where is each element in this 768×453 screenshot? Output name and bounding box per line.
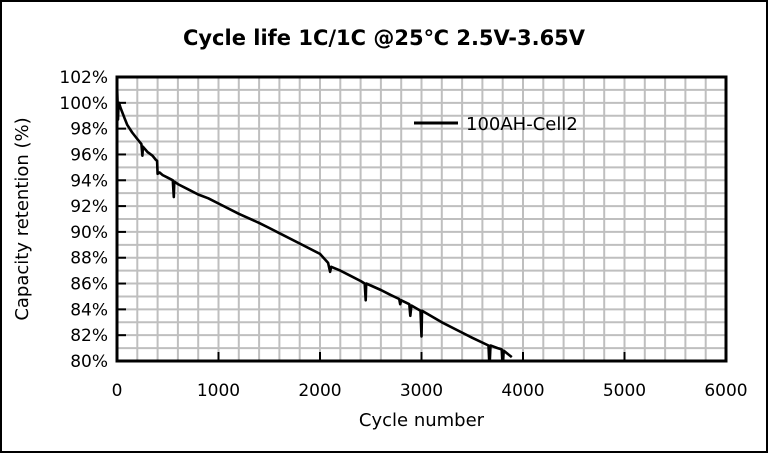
y-tick-label: 82% xyxy=(70,326,108,346)
y-tick-label: 88% xyxy=(70,249,108,269)
y-axis-label: Capacity retention (%) xyxy=(12,117,33,320)
gridlines xyxy=(117,77,726,361)
y-tick-label: 84% xyxy=(70,300,108,320)
x-axis-ticks: 0 1000 2000 3000 4000 5000 6000 xyxy=(112,352,748,401)
x-tick-label: 2000 xyxy=(298,381,341,401)
x-tick-label: 5000 xyxy=(603,381,646,401)
series-layer xyxy=(117,83,513,361)
x-tick-label: 6000 xyxy=(704,381,747,401)
x-tick-label: 1000 xyxy=(197,381,240,401)
x-tick-label: 4000 xyxy=(501,381,544,401)
y-tick-label: 102% xyxy=(59,68,108,88)
y-tick-label: 86% xyxy=(70,275,108,295)
y-tick-label: 80% xyxy=(70,352,108,372)
x-axis-label: Cycle number xyxy=(359,410,485,431)
chart-title: Cycle life 1C/1C @25℃ 2.5V-3.65V xyxy=(183,26,586,50)
y-axis-ticks: 80% 82% 84% 86% 88% 90% 92% 94% 96% 98% 100% 102% xyxy=(59,68,126,372)
y-tick-label: 100% xyxy=(59,94,108,114)
y-tick-label: 90% xyxy=(70,223,108,243)
x-tick-label: 3000 xyxy=(400,381,443,401)
legend-label: 100AH-Cell2 xyxy=(466,114,578,135)
y-tick-label: 92% xyxy=(70,197,108,217)
y-tick-label: 98% xyxy=(70,120,108,140)
legend: 100AH-Cell2 xyxy=(414,114,578,135)
y-tick-label: 94% xyxy=(70,171,108,191)
series-line xyxy=(117,83,513,361)
x-tick-label: 0 xyxy=(112,381,123,401)
y-tick-label: 96% xyxy=(70,145,108,165)
